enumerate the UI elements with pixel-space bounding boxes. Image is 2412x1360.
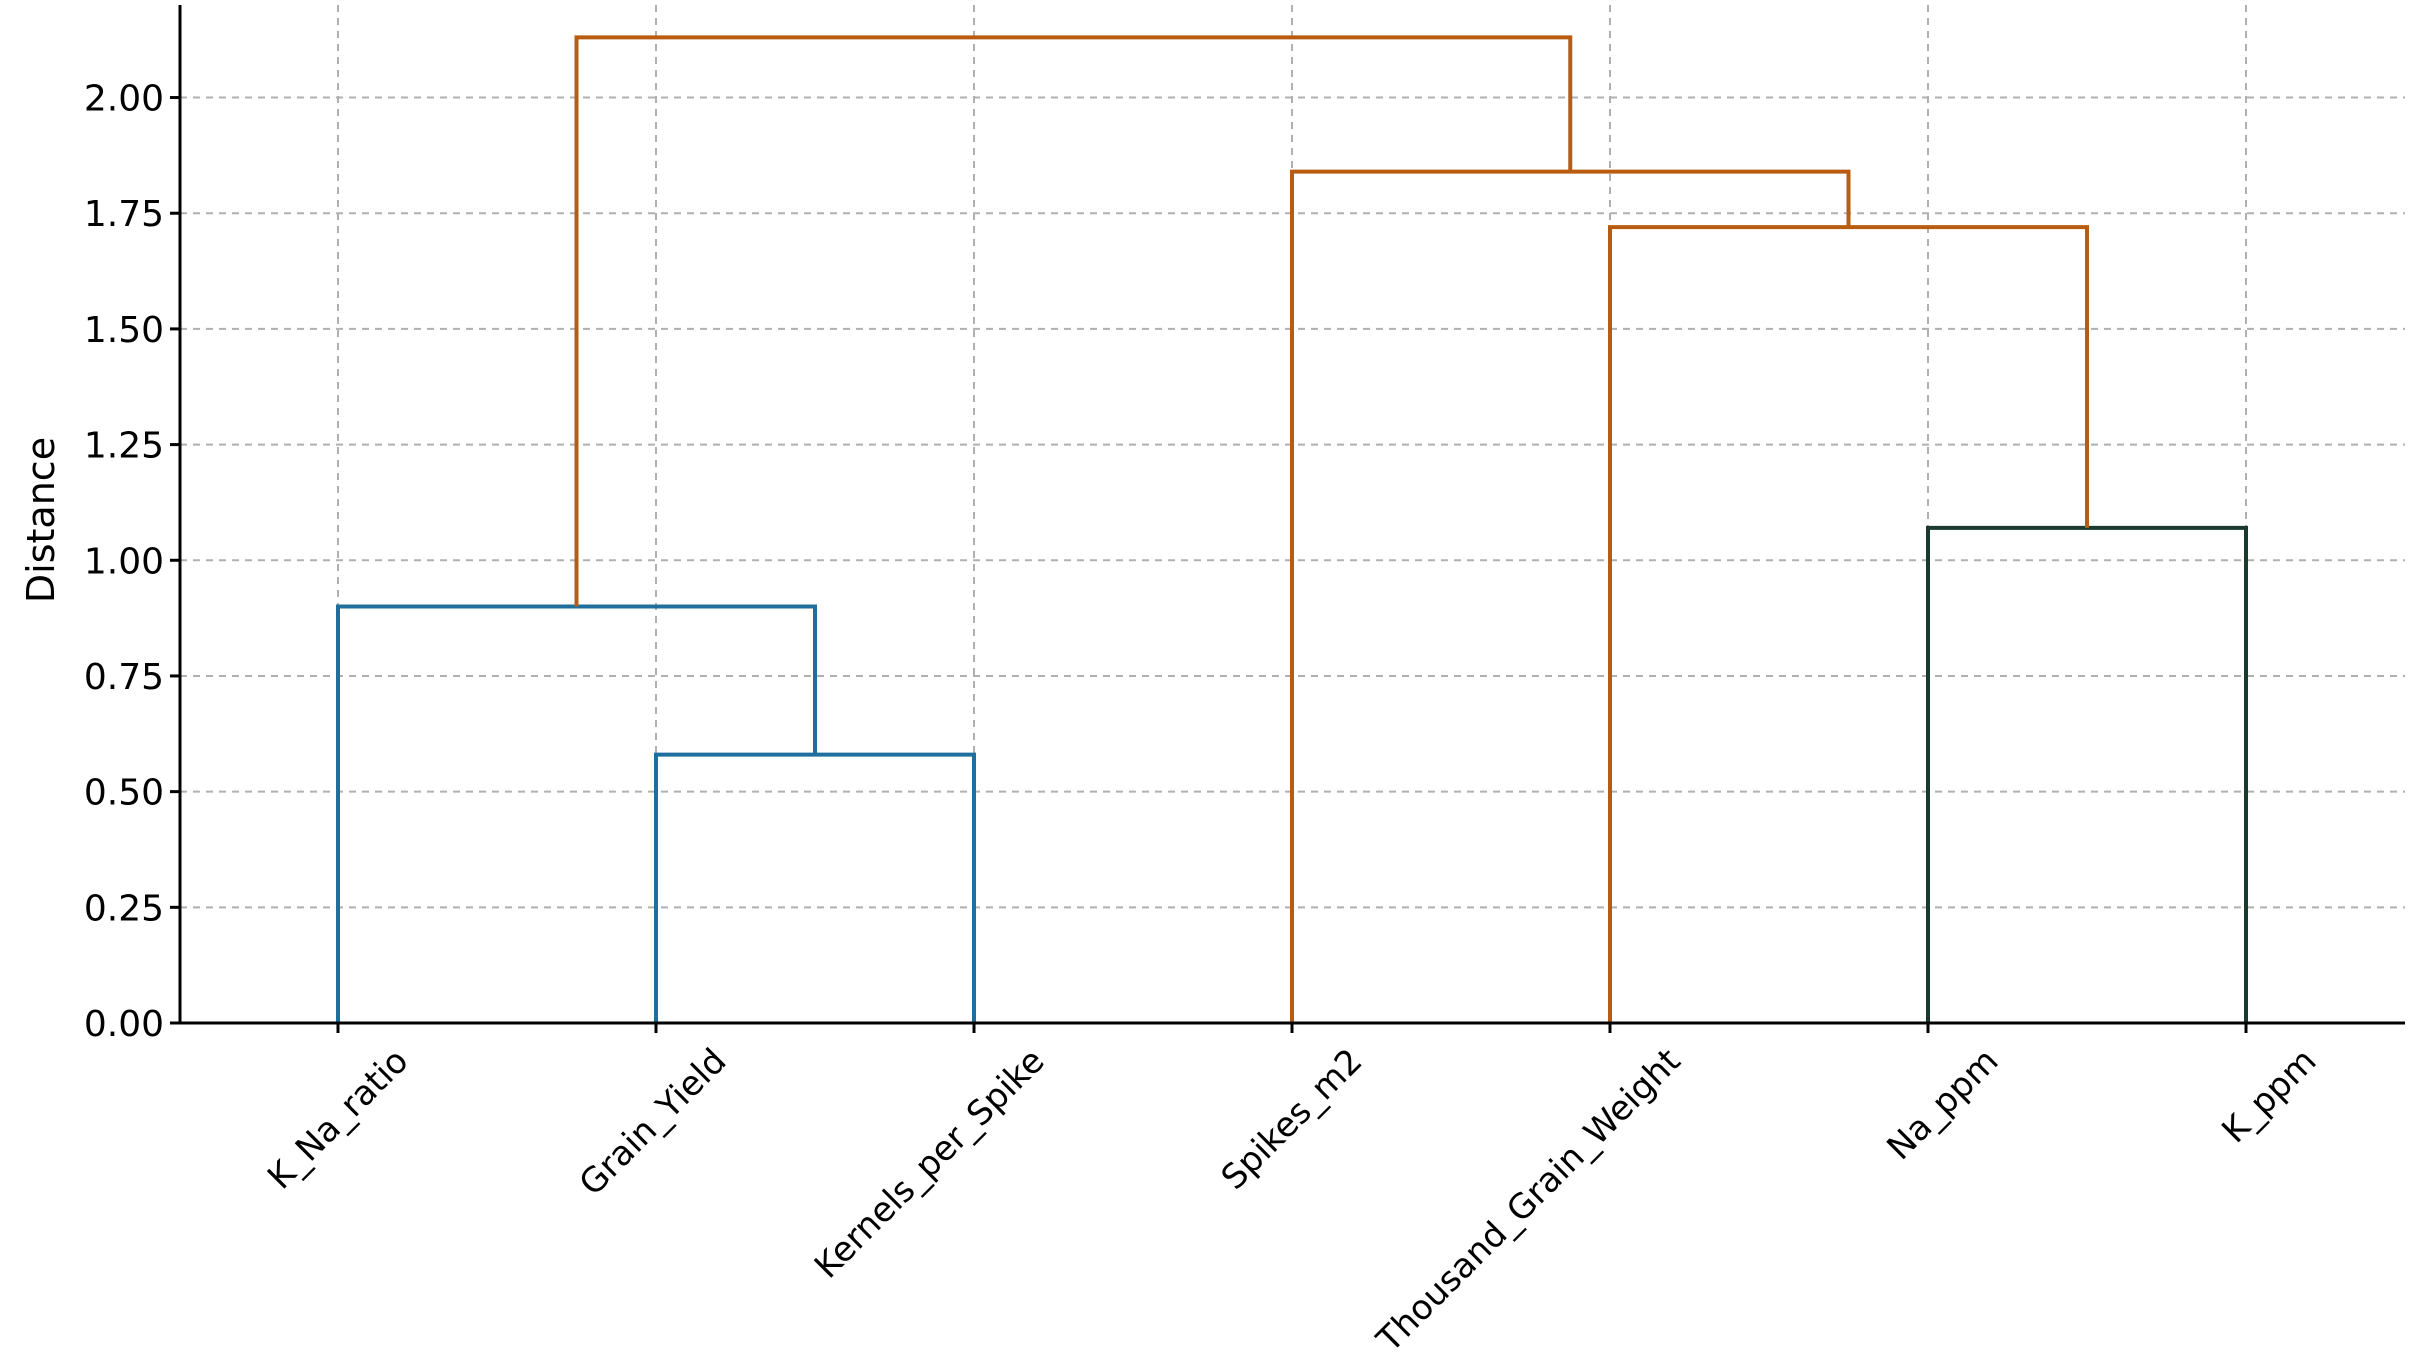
leaf-label: Grain_Yield <box>572 1041 735 1204</box>
y-tick-labels: 0.00 0.25 0.50 0.75 1.00 1.25 1.50 1.75 2.00 <box>84 79 180 1045</box>
y-tick-label: 1.50 <box>84 310 164 351</box>
dendrogram-link <box>336 604 817 1023</box>
y-tick-label: 0.25 <box>84 888 164 929</box>
leaf-label: Thousand_Grain_Weight <box>1369 1041 1689 1360</box>
leaf-label: Spikes_m2 <box>1214 1041 1371 1198</box>
dendrogram-links <box>336 35 2248 1023</box>
dendrogram-link <box>574 35 1573 607</box>
dendrogram-link <box>1608 225 2089 1023</box>
y-tick-label: 1.25 <box>84 426 164 467</box>
leaf-label: Kernels_per_Spike <box>807 1041 1052 1286</box>
y-tick-label: 1.75 <box>84 194 164 235</box>
dendrogram-link <box>654 752 976 1023</box>
dendrogram-link <box>1926 525 2248 1023</box>
leaf-label: K_ppm <box>2214 1041 2324 1151</box>
y-tick-label: 0.00 <box>84 1004 164 1045</box>
leaf-label: K_Na_ratio <box>260 1041 416 1197</box>
y-tick-label: 0.50 <box>84 773 164 814</box>
leaf-labels: K_Na_ratio Grain_Yield Kernels_per_Spike Sp… <box>260 1023 2324 1360</box>
leaf-label: Na_ppm <box>1879 1041 2006 1168</box>
y-axis-label: Distance <box>19 437 63 603</box>
dendrogram-link <box>1290 169 1851 1023</box>
y-tick-label: 0.75 <box>84 657 164 698</box>
y-tick-label: 2.00 <box>84 79 164 120</box>
y-tick-label: 1.00 <box>84 541 164 582</box>
